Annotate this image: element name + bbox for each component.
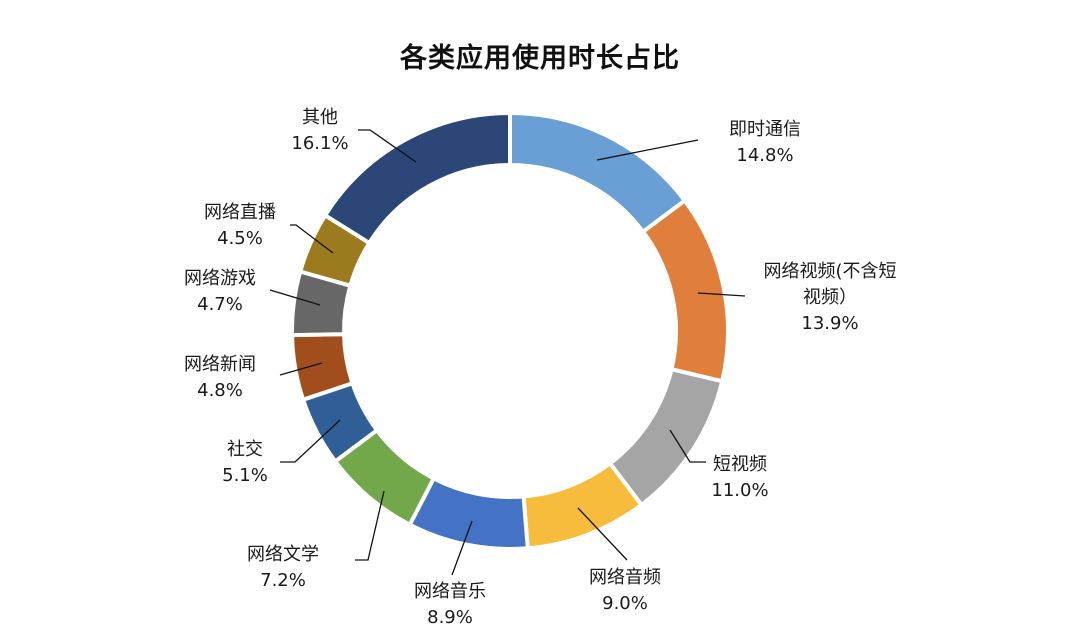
chart-title: 各类应用使用时长占比 xyxy=(400,43,680,74)
label-online-video: 网络视频(不含短 视频） 13.9% xyxy=(763,261,897,334)
label-live-streaming: 网络直播 4.5% xyxy=(204,202,276,249)
label-online-music: 网络音乐 8.9% xyxy=(414,581,486,628)
leader-line-6 xyxy=(280,419,341,463)
leader-line-5 xyxy=(355,490,385,561)
label-other: 其他 16.1% xyxy=(291,107,349,154)
leader-line-2 xyxy=(669,429,706,463)
label-online-literature: 网络文学 7.2% xyxy=(247,544,319,591)
slice-10 xyxy=(322,110,512,246)
label-online-games: 网络游戏 4.7% xyxy=(184,268,256,315)
leader-line-9 xyxy=(290,224,334,254)
leader-line-7 xyxy=(279,362,323,376)
leader-line-4 xyxy=(451,520,473,576)
label-online-news: 网络新闻 4.8% xyxy=(184,354,256,401)
label-short-video: 短视频 11.0% xyxy=(711,454,769,501)
leader-line-8 xyxy=(269,289,321,306)
donut-slices xyxy=(290,110,730,551)
slice-1 xyxy=(640,197,730,384)
label-im: 即时通信 14.8% xyxy=(729,119,801,166)
leader-line-0 xyxy=(596,139,699,161)
leader-line-10 xyxy=(358,129,417,163)
leader-line-1 xyxy=(697,292,746,297)
leader-line-3 xyxy=(577,507,628,561)
label-social: 社交 5.1% xyxy=(222,439,268,486)
label-online-audio: 网络音频 9.0% xyxy=(589,567,661,614)
slice-0 xyxy=(508,110,688,235)
leader-lines xyxy=(269,129,746,576)
